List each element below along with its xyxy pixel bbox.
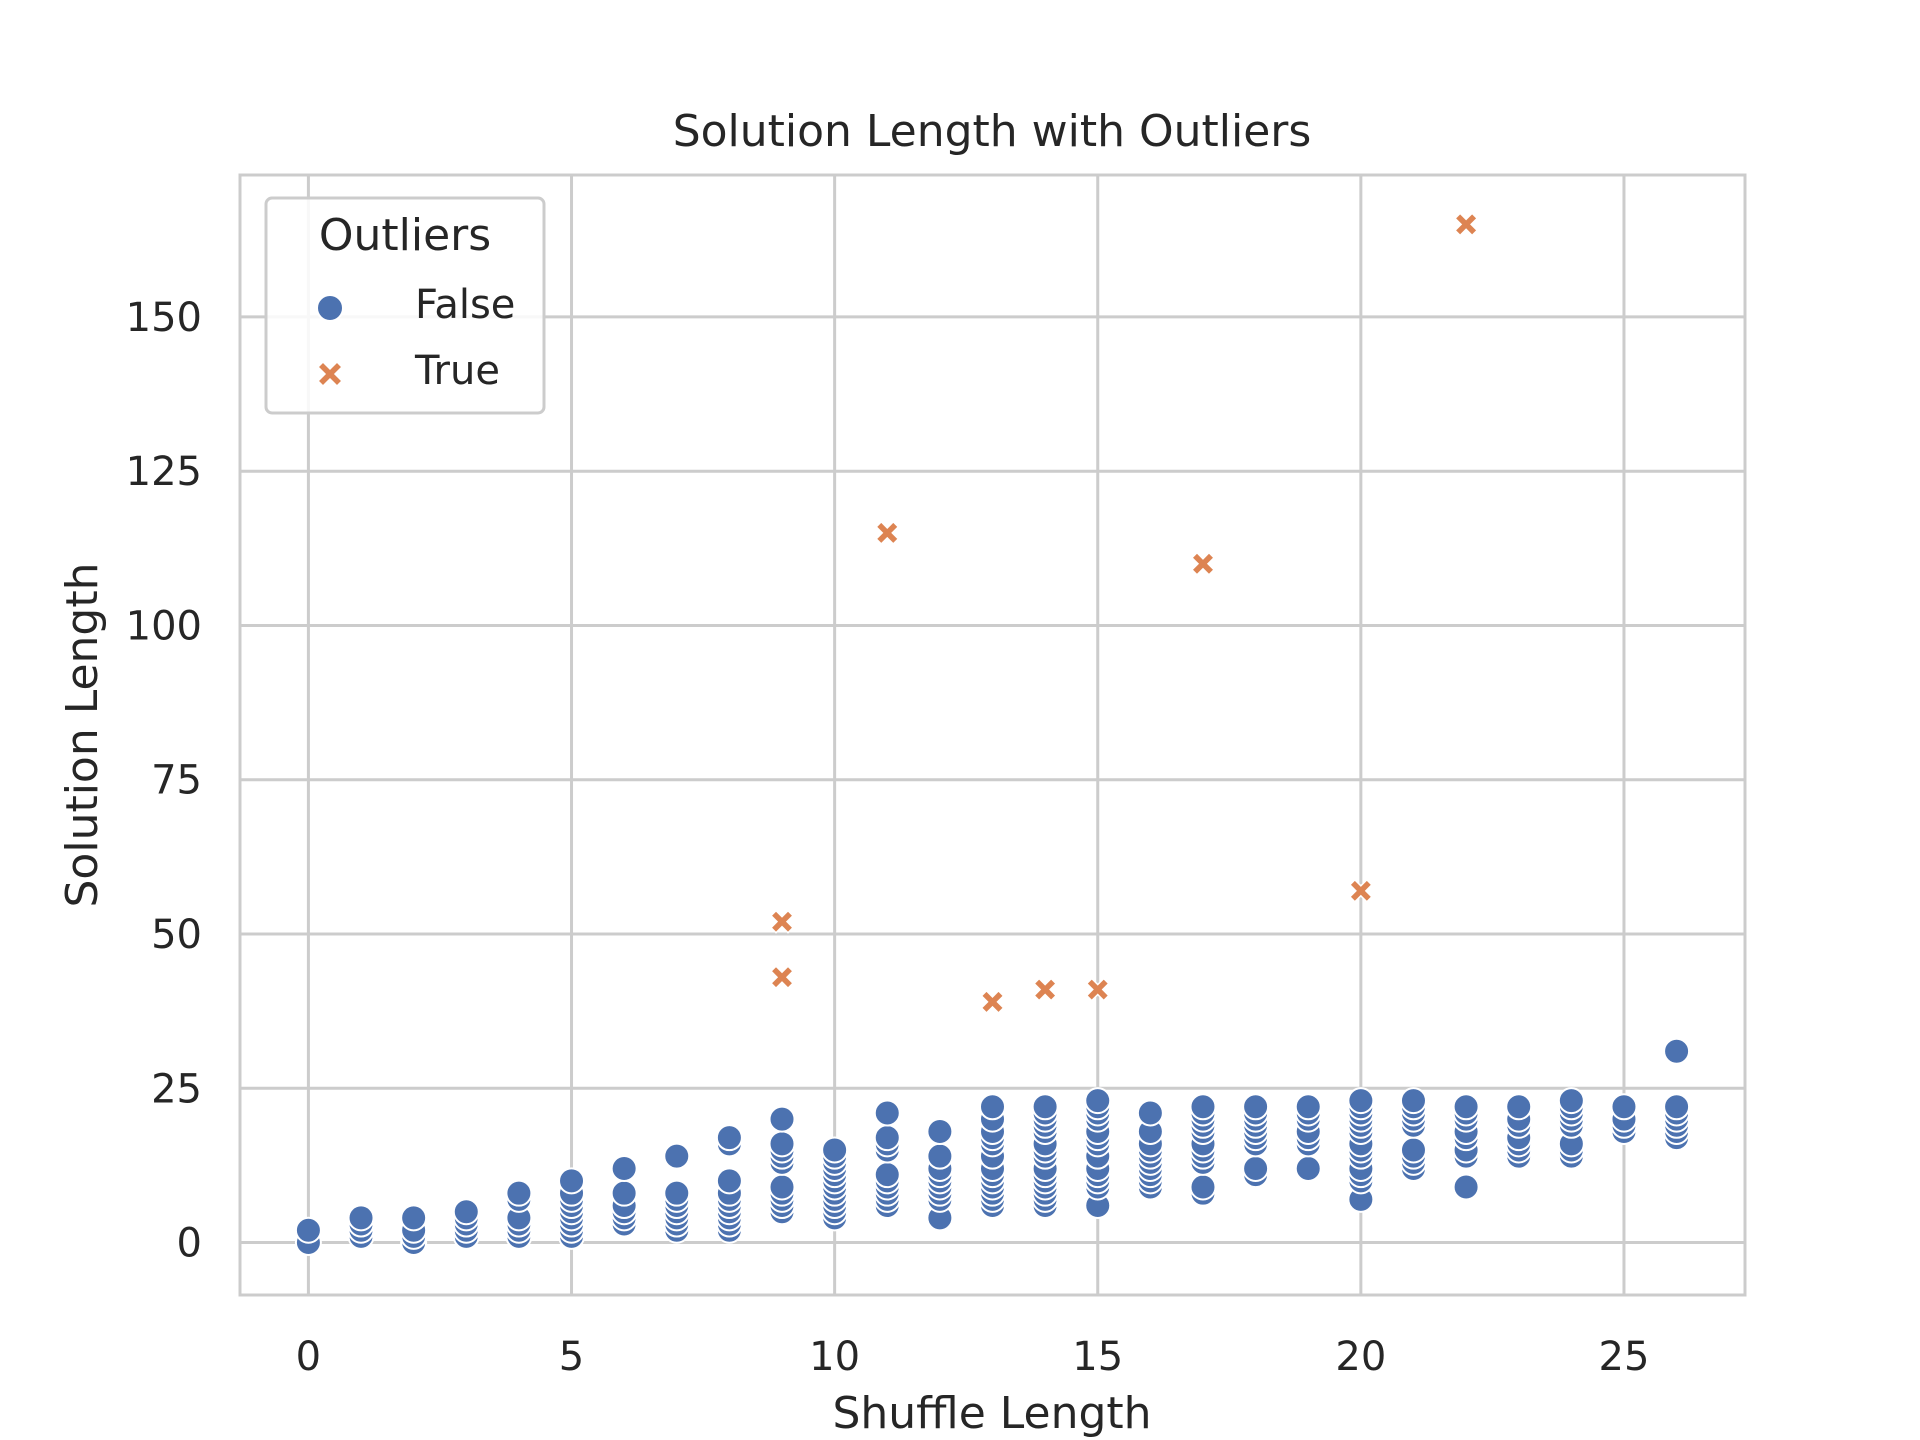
x-tick-label: 5 <box>559 1334 584 1380</box>
series-true-points <box>769 212 1479 1014</box>
y-tick-label: 125 <box>126 449 202 495</box>
data-point-false <box>347 1204 375 1232</box>
data-point-false <box>1663 1093 1691 1121</box>
data-point-false <box>873 1124 901 1152</box>
legend: Outliers False True <box>264 196 546 415</box>
y-tick-label: 150 <box>126 295 202 341</box>
data-point-false <box>294 1216 322 1244</box>
data-point-false <box>926 1117 954 1145</box>
data-point-false <box>873 1161 901 1189</box>
legend-box <box>264 196 546 415</box>
data-point-false <box>1399 1136 1427 1164</box>
data-point-false <box>1031 1093 1059 1121</box>
x-axis-label: Shuffle Length <box>832 1388 1151 1439</box>
data-point-false <box>663 1179 691 1207</box>
data-point-false <box>1136 1099 1164 1127</box>
x-tick-label: 20 <box>1335 1334 1386 1380</box>
x-tick-label: 10 <box>809 1334 860 1380</box>
data-point-true <box>1348 878 1373 903</box>
data-point-false <box>768 1173 796 1201</box>
data-point-false <box>1189 1173 1217 1201</box>
data-point-false <box>768 1105 796 1133</box>
data-point-false <box>1610 1093 1638 1121</box>
data-point-false <box>926 1142 954 1170</box>
data-point-false <box>821 1136 849 1164</box>
data-point-false <box>452 1198 480 1226</box>
data-point-false <box>400 1204 428 1232</box>
data-point-false <box>1452 1093 1480 1121</box>
legend-false-marker <box>316 294 344 322</box>
data-point-true <box>769 909 795 934</box>
data-point-false <box>715 1167 743 1195</box>
data-point-false <box>1663 1037 1691 1065</box>
data-point-false <box>505 1179 533 1207</box>
series-false-points <box>294 1037 1691 1257</box>
x-tick-label: 0 <box>296 1334 321 1380</box>
data-point-false <box>1505 1093 1533 1121</box>
data-point-false <box>558 1167 586 1195</box>
data-point-false <box>1347 1087 1375 1115</box>
legend-true-label: True <box>414 348 500 394</box>
data-point-true <box>1190 551 1216 576</box>
data-point-true <box>769 965 795 990</box>
data-point-true <box>980 989 1005 1014</box>
data-point-true <box>875 520 900 545</box>
data-point-false <box>979 1093 1006 1121</box>
x-tick-label: 15 <box>1072 1334 1123 1380</box>
data-point-false <box>873 1099 901 1127</box>
plot-frame <box>238 173 1747 1297</box>
y-tick-label: 0 <box>177 1221 202 1267</box>
legend-false-label: False <box>415 282 515 328</box>
data-point-false <box>1557 1087 1585 1115</box>
data-point-false <box>610 1154 638 1182</box>
data-point-false <box>1399 1087 1427 1115</box>
x-tick-label: 25 <box>1599 1334 1650 1380</box>
y-tick-label: 50 <box>151 912 202 958</box>
data-point-false <box>610 1179 638 1207</box>
legend-true-marker <box>316 360 344 388</box>
data-point-false <box>1242 1154 1270 1182</box>
legend-title: Outliers <box>319 210 491 261</box>
chart-title: Solution Length with Outliers <box>673 106 1312 157</box>
data-point-true <box>1454 212 1479 237</box>
data-point-false <box>1189 1093 1217 1121</box>
data-point-false <box>1084 1087 1112 1115</box>
data-point-false <box>1294 1154 1322 1182</box>
data-point-false <box>663 1142 691 1170</box>
data-point-true <box>1033 977 1058 1002</box>
y-tick-label: 25 <box>151 1066 202 1112</box>
y-axis-label: Solution Length <box>57 563 108 908</box>
data-point-false <box>1294 1093 1322 1121</box>
y-tick-label: 75 <box>151 758 202 804</box>
y-tick-label: 100 <box>126 603 202 649</box>
data-point-false <box>768 1130 796 1158</box>
data-point-false <box>1242 1093 1270 1121</box>
data-point-false <box>1452 1173 1480 1201</box>
data-point-false <box>715 1124 743 1152</box>
data-point-true <box>1085 977 1110 1002</box>
tick-labels: 0 5 10 15 20 25 0 25 50 75 100 125 150 <box>126 295 1650 1380</box>
